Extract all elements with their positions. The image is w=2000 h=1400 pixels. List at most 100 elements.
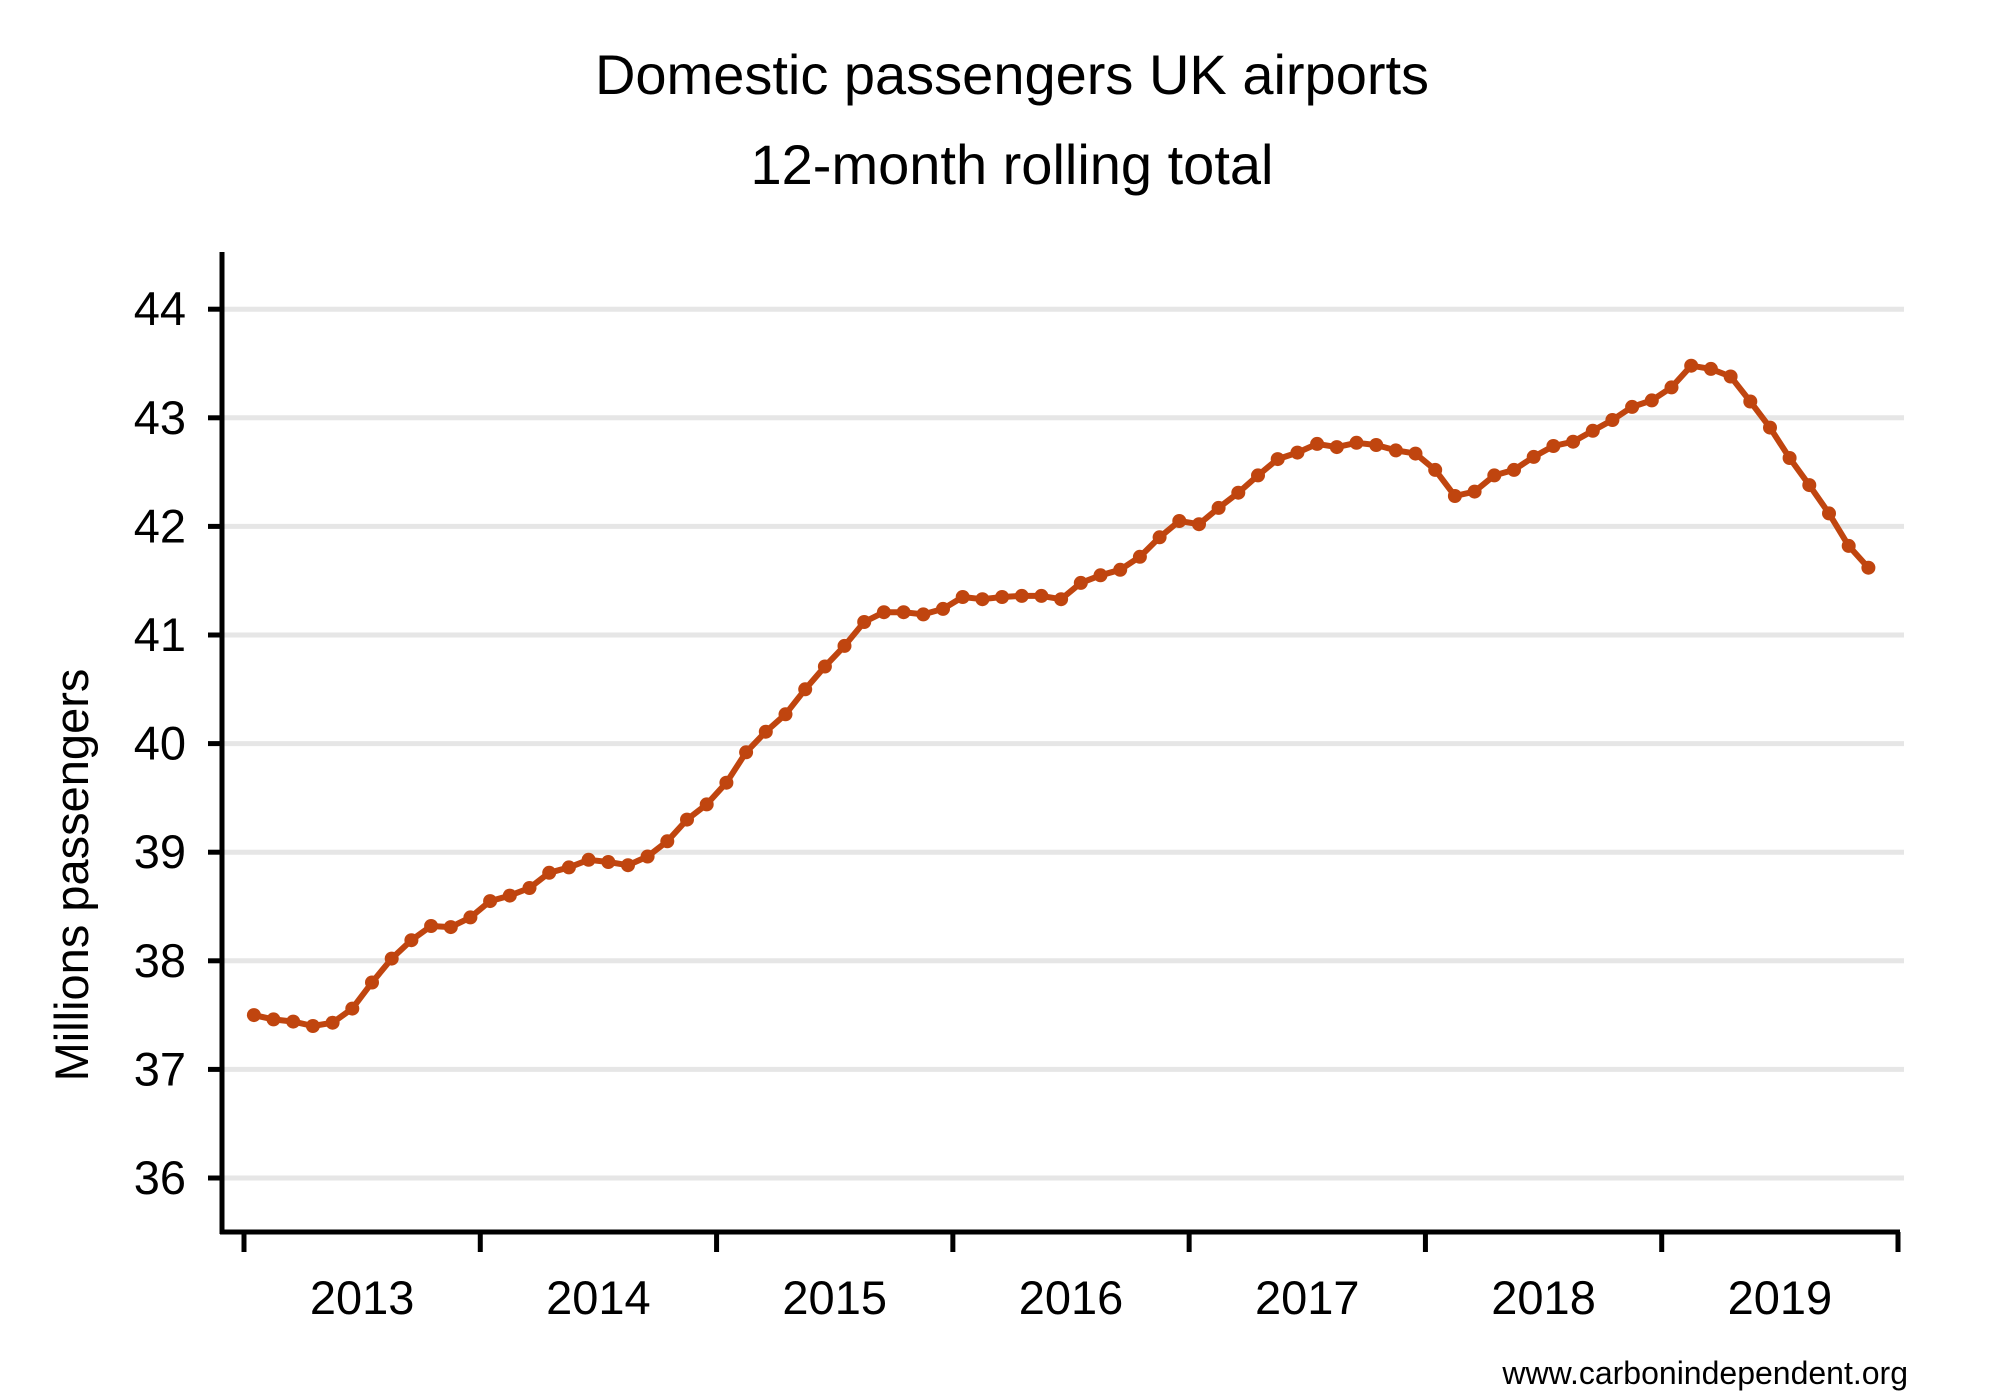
data-point-63 — [1487, 468, 1502, 483]
y-tick-label-41: 41 — [134, 608, 186, 661]
data-point-35 — [936, 601, 950, 616]
data-point-48 — [1192, 517, 1206, 532]
data-point-60 — [1428, 462, 1443, 477]
y-tick-label-43: 43 — [134, 391, 186, 444]
data-point-19 — [621, 858, 635, 873]
data-point-64 — [1507, 462, 1521, 477]
y-tick-label-42: 42 — [134, 499, 186, 552]
data-point-27 — [778, 707, 793, 722]
data-point-26 — [758, 724, 773, 739]
data-point-25 — [739, 745, 754, 760]
y-tick-label-44: 44 — [134, 282, 186, 335]
data-point-62 — [1467, 484, 1482, 499]
data-point-42 — [1073, 575, 1088, 590]
data-point-21 — [660, 834, 675, 849]
data-point-50 — [1231, 485, 1246, 500]
y-tick-label-39: 39 — [134, 825, 186, 878]
source-note: www.carbonindependent.org — [1501, 1355, 1908, 1391]
data-point-14 — [522, 881, 537, 895]
data-point-71 — [1644, 393, 1659, 408]
data-series — [246, 358, 1876, 1033]
x-tick-label-2015: 2015 — [782, 1271, 887, 1324]
data-point-5 — [345, 1001, 360, 1016]
data-point-8 — [404, 933, 419, 948]
data-point-65 — [1526, 449, 1541, 464]
data-point-70 — [1625, 399, 1640, 414]
data-point-79 — [1802, 478, 1817, 493]
y-tick-label-40: 40 — [134, 717, 186, 770]
data-point-17 — [581, 852, 596, 867]
data-point-57 — [1369, 438, 1384, 452]
data-point-11 — [463, 910, 478, 925]
data-point-74 — [1703, 361, 1718, 376]
data-point-13 — [502, 888, 517, 903]
data-point-58 — [1388, 443, 1403, 458]
data-point-1 — [266, 1012, 281, 1027]
data-point-59 — [1408, 446, 1423, 461]
data-point-22 — [680, 812, 694, 827]
data-point-12 — [483, 894, 498, 909]
data-point-44 — [1113, 562, 1128, 577]
y-tick-label-38: 38 — [134, 934, 186, 987]
data-point-45 — [1132, 549, 1147, 564]
data-point-75 — [1723, 369, 1738, 384]
data-point-29 — [817, 659, 832, 674]
data-point-10 — [443, 920, 458, 935]
data-point-15 — [542, 865, 557, 880]
data-point-47 — [1172, 514, 1187, 528]
data-point-43 — [1093, 568, 1108, 583]
data-point-4 — [325, 1015, 340, 1030]
data-point-23 — [699, 797, 714, 812]
data-point-6 — [365, 975, 379, 990]
data-point-33 — [896, 605, 911, 620]
data-point-73 — [1684, 358, 1699, 373]
data-point-38 — [995, 590, 1010, 604]
data-point-82 — [1861, 560, 1876, 575]
x-tick-label-2014: 2014 — [546, 1271, 651, 1324]
data-point-46 — [1152, 530, 1167, 545]
data-point-49 — [1211, 500, 1226, 515]
data-point-31 — [857, 615, 872, 629]
data-point-53 — [1290, 445, 1305, 460]
data-point-77 — [1763, 420, 1777, 435]
x-axis-ticks: 2013 2014 2015 2016 2017 2018 2019 — [241, 1232, 1901, 1324]
data-point-78 — [1782, 451, 1797, 465]
data-point-81 — [1841, 538, 1856, 553]
y-tick-label-37: 37 — [134, 1042, 186, 1095]
x-tick-label-2018: 2018 — [1491, 1271, 1596, 1324]
data-point-76 — [1743, 394, 1758, 409]
data-point-20 — [640, 849, 655, 864]
x-tick-label-2013: 2013 — [310, 1271, 415, 1324]
y-axis-title: Millions passengers — [45, 669, 98, 1082]
data-point-18 — [601, 855, 616, 869]
data-point-24 — [719, 775, 734, 790]
data-point-61 — [1447, 489, 1462, 503]
chart-subtitle: 12-month rolling total — [751, 133, 1274, 196]
data-point-55 — [1329, 440, 1344, 455]
data-point-7 — [384, 951, 399, 966]
y-tick-label-36: 36 — [134, 1151, 186, 1204]
data-point-72 — [1664, 380, 1679, 395]
data-point-67 — [1566, 434, 1581, 449]
data-point-30 — [837, 638, 852, 653]
x-tick-label-2017: 2017 — [1255, 1271, 1360, 1324]
data-point-2 — [286, 1014, 301, 1029]
series-line-0 — [253, 362, 1871, 1029]
data-point-32 — [876, 605, 891, 620]
data-point-40 — [1034, 588, 1049, 603]
x-tick-label-2016: 2016 — [1019, 1271, 1124, 1324]
data-point-28 — [798, 682, 813, 697]
chart-title: Domestic passengers UK airports — [595, 43, 1429, 106]
data-point-56 — [1349, 435, 1364, 450]
data-point-0 — [246, 1008, 261, 1023]
data-point-34 — [916, 607, 931, 622]
data-point-36 — [955, 590, 970, 604]
data-point-51 — [1251, 468, 1265, 483]
data-point-66 — [1546, 439, 1561, 453]
data-point-41 — [1054, 592, 1069, 607]
data-point-3 — [305, 1019, 320, 1033]
data-point-39 — [1014, 588, 1029, 603]
data-point-80 — [1822, 506, 1836, 521]
data-point-16 — [561, 860, 576, 875]
